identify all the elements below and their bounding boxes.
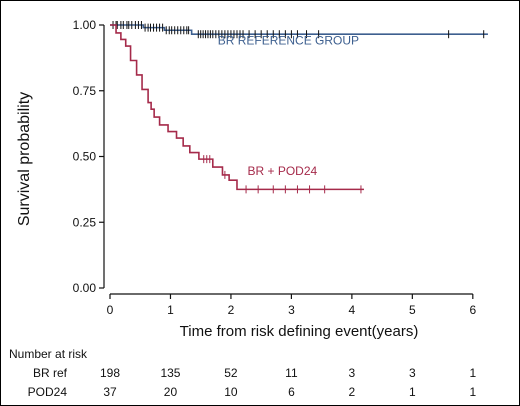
x-tick-label: 1 [167,303,174,317]
y-tick-label: 0.75 [73,84,97,98]
risk-count: 1 [469,385,476,399]
risk-count: 3 [349,366,356,380]
risk-table-title: Number at risk [9,347,88,361]
x-tick-label: 5 [409,303,416,317]
x-tick-label: 3 [288,303,295,317]
annotation-layer: BR REFERENCE GROUP BR + POD24 [218,34,359,178]
risk-count: 10 [224,385,238,399]
br-ref-curve-label: BR REFERENCE GROUP [218,34,359,48]
pod24-curve-label: BR + POD24 [247,164,317,178]
y-tick-label: 0.25 [73,215,97,229]
series-layer [110,21,488,194]
risk-row-label: POD24 [28,385,68,399]
y-tick-label: 1.00 [73,18,97,32]
x-axis-label: Time from risk defining event(years) [180,323,419,340]
x-tick-label: 4 [349,303,356,317]
y-tick-label: 0.50 [73,150,97,164]
x-tick-label: 6 [469,303,476,317]
risk-count: 135 [160,366,180,380]
risk-count: 1 [469,366,476,380]
series-line-pod24 [110,24,364,191]
series-line-br-ref [110,24,488,36]
risk-count: 3 [409,366,416,380]
risk-count: 52 [224,366,238,380]
y-tick-label: 0.00 [73,281,97,295]
risk-count: 11 [285,366,298,380]
y-axis-label: Survival probability [16,92,33,226]
axes: 0.00 0.25 0.50 0.75 1.00 0 1 2 3 4 5 6 [73,18,477,317]
x-ticks: 0 1 2 3 4 5 6 [107,294,476,317]
y-ticks: 0.00 0.25 0.50 0.75 1.00 [73,18,104,295]
risk-count: 2 [349,385,356,399]
x-tick-label: 2 [228,303,235,317]
risk-count: 6 [288,385,295,399]
x-tick-label: 0 [107,303,114,317]
risk-count: 1 [409,385,416,399]
risk-count: 198 [100,366,120,380]
risk-row-label: BR ref [33,366,68,380]
risk-count: 20 [164,385,178,399]
risk-count: 37 [103,385,117,399]
